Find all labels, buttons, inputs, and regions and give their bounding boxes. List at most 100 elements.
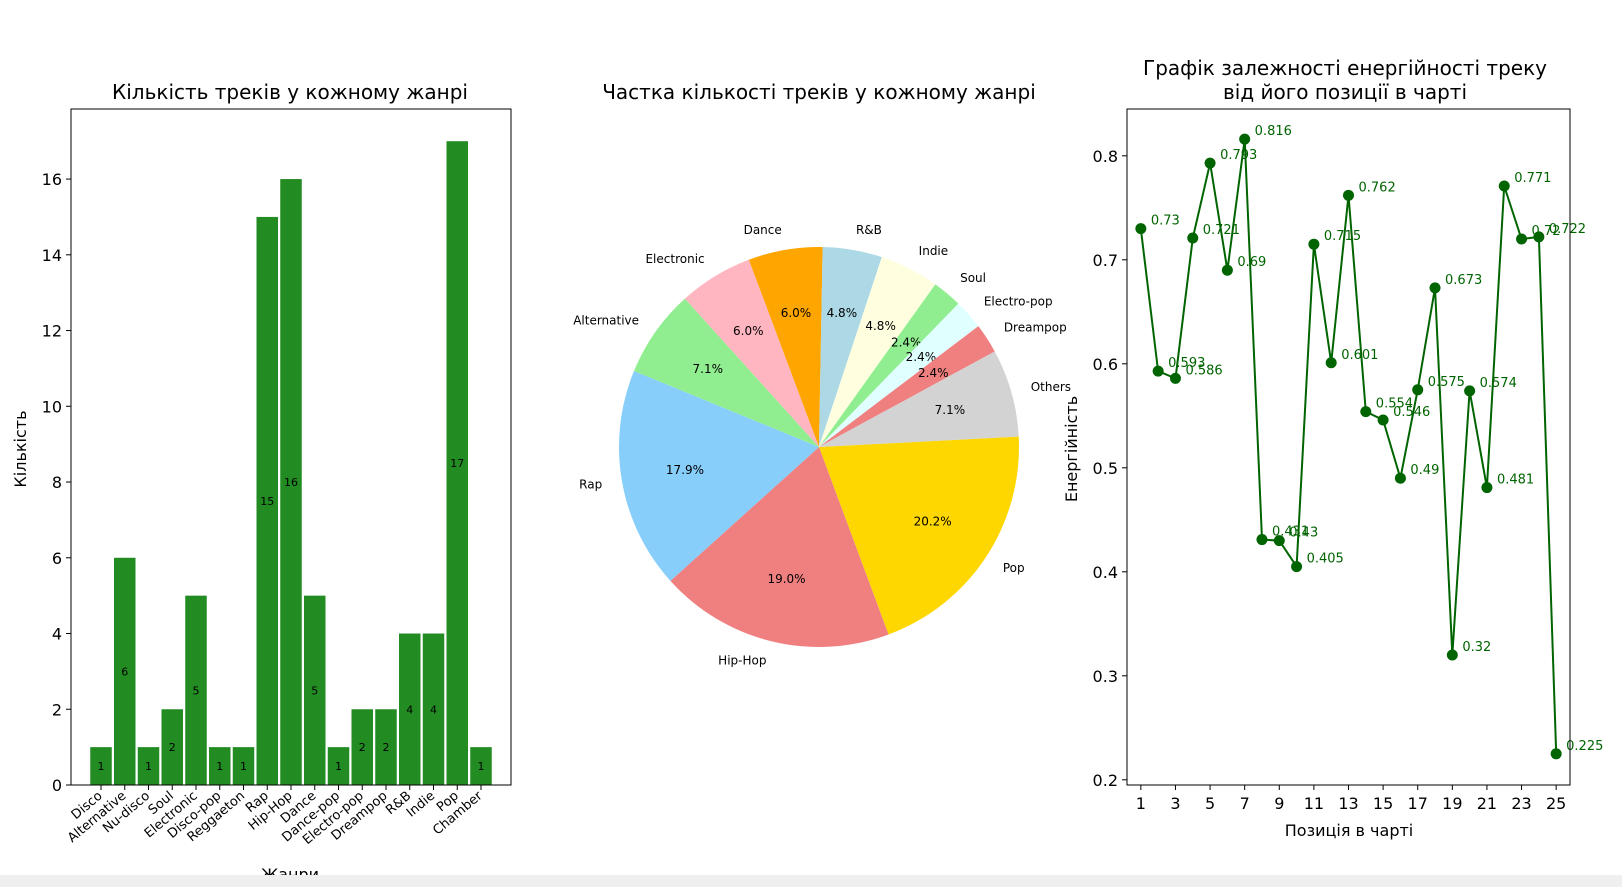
energy-point (1239, 133, 1251, 145)
bar (209, 747, 231, 785)
pie-pct-label: 17.9% (666, 463, 704, 477)
pie-category-label: Electro-pop (984, 294, 1053, 308)
energy-point (1152, 365, 1164, 377)
bar (137, 747, 160, 785)
x-tick-label: 5 (1205, 794, 1215, 813)
pie-pct-label: 19.0% (767, 572, 805, 586)
energy-point (1135, 223, 1147, 235)
bar-value-label: 1 (145, 760, 152, 773)
bar-value-label: 4 (430, 703, 437, 716)
line-chart-frame (1126, 108, 1571, 786)
bar-value-label: 1 (335, 760, 342, 773)
x-tick-label: 21 (1477, 794, 1497, 813)
energy-point-label: 0.575 (1428, 375, 1465, 390)
y-tick-label: 0 (52, 776, 62, 795)
energy-point-label: 0.49 (1410, 463, 1439, 478)
x-tick-label: 23 (1511, 794, 1531, 813)
bar-value-label: 1 (216, 760, 223, 773)
energy-point-label: 0.715 (1324, 229, 1361, 244)
pie-pct-label: 7.1% (935, 403, 966, 417)
line-chart-subtitle: від його позиції в чарті (1223, 80, 1467, 104)
bar-chart: Кількість треків у кожному жанрі Жанри К… (11, 80, 512, 884)
bar (399, 633, 421, 785)
energy-point (1394, 472, 1406, 484)
bar-value-label: 15 (260, 495, 274, 508)
pie-category-label: Others (1031, 380, 1071, 394)
bar-chart-ylabel: Кількість (11, 410, 30, 487)
x-tick-label: Indie (404, 789, 438, 821)
bar-value-label: 1 (98, 760, 105, 773)
pie-slice (634, 298, 819, 447)
energy-point-label: 0.816 (1255, 124, 1292, 139)
energy-point (1308, 238, 1320, 250)
energy-point-label: 0.721 (1203, 223, 1240, 238)
y-tick-label: 12 (42, 322, 62, 341)
energy-point-label: 0.574 (1480, 376, 1517, 391)
y-tick-label: 10 (42, 397, 62, 416)
energy-point-label: 0.225 (1566, 739, 1603, 754)
energy-point (1169, 372, 1181, 384)
pie-slice (819, 436, 1019, 635)
horizontal-scrollbar[interactable] (0, 875, 1622, 887)
energy-point (1550, 748, 1562, 760)
bar (280, 179, 302, 785)
pie-category-label: R&B (856, 223, 882, 237)
y-tick-label: 6 (52, 549, 62, 568)
energy-point-label: 0.32 (1462, 640, 1491, 655)
bar-value-label: 1 (478, 760, 485, 773)
x-tick-label: Chamber (430, 788, 486, 838)
energy-point-label: 0.722 (1549, 222, 1586, 237)
energy-point-label: 0.69 (1237, 255, 1266, 270)
energy-point-label: 0.405 (1307, 552, 1344, 567)
pie-slice (684, 259, 819, 447)
pie-chart: Частка кількості треків у кожному жанрі … (573, 80, 1071, 668)
pie-slice (819, 247, 882, 447)
energy-point (1377, 414, 1389, 426)
y-tick-label: 0.4 (1093, 563, 1118, 582)
x-tick-label: 19 (1442, 794, 1462, 813)
line-chart-xlabel: Позиція в чарті (1285, 821, 1413, 840)
energy-point (1291, 561, 1303, 573)
pie-pct-label: 6.0% (733, 324, 764, 338)
bar (351, 709, 373, 785)
x-tick-label: 15 (1373, 794, 1393, 813)
energy-point-label: 0.771 (1514, 171, 1551, 186)
x-tick-label: 25 (1546, 794, 1566, 813)
bar-value-label: 5 (311, 684, 318, 697)
bar (304, 595, 326, 785)
pie-slice (819, 351, 1019, 447)
bar-value-label: 5 (193, 684, 200, 697)
pie-pct-label: 7.1% (693, 362, 724, 376)
pie-slice (819, 257, 936, 447)
bar-value-label: 16 (284, 476, 298, 489)
pie-pct-label: 4.8% (865, 319, 896, 333)
bar (470, 747, 492, 785)
energy-point (1429, 282, 1441, 294)
bar-chart-title: Кількість треків у кожному жанрі (112, 80, 468, 104)
energy-point-label: 0.481 (1497, 473, 1534, 488)
energy-point-label: 0.593 (1168, 356, 1205, 371)
x-tick-label: 3 (1170, 794, 1180, 813)
y-tick-label: 0.7 (1093, 251, 1118, 270)
pie-slice (748, 247, 823, 447)
pie-category-label: Indie (919, 244, 948, 258)
y-tick-label: 0.2 (1093, 771, 1118, 790)
y-tick-label: 0.8 (1093, 147, 1118, 166)
bar (375, 709, 397, 785)
energy-point-label: 0.673 (1445, 273, 1482, 288)
energy-point (1412, 384, 1424, 396)
energy-point (1464, 385, 1476, 397)
bar (185, 595, 207, 785)
pie-category-label: Pop (1003, 561, 1025, 575)
x-tick-label: 1 (1136, 794, 1146, 813)
pie-slice (819, 303, 979, 447)
energy-point (1325, 357, 1337, 369)
y-tick-label: 8 (52, 473, 62, 492)
bar-value-label: 6 (121, 665, 128, 678)
pie-category-label: Rap (579, 478, 602, 492)
y-tick-label: 16 (42, 170, 62, 189)
bar (232, 747, 255, 785)
pie-chart-title: Частка кількості треків у кожному жанрі (602, 80, 1036, 104)
bar (114, 557, 136, 785)
